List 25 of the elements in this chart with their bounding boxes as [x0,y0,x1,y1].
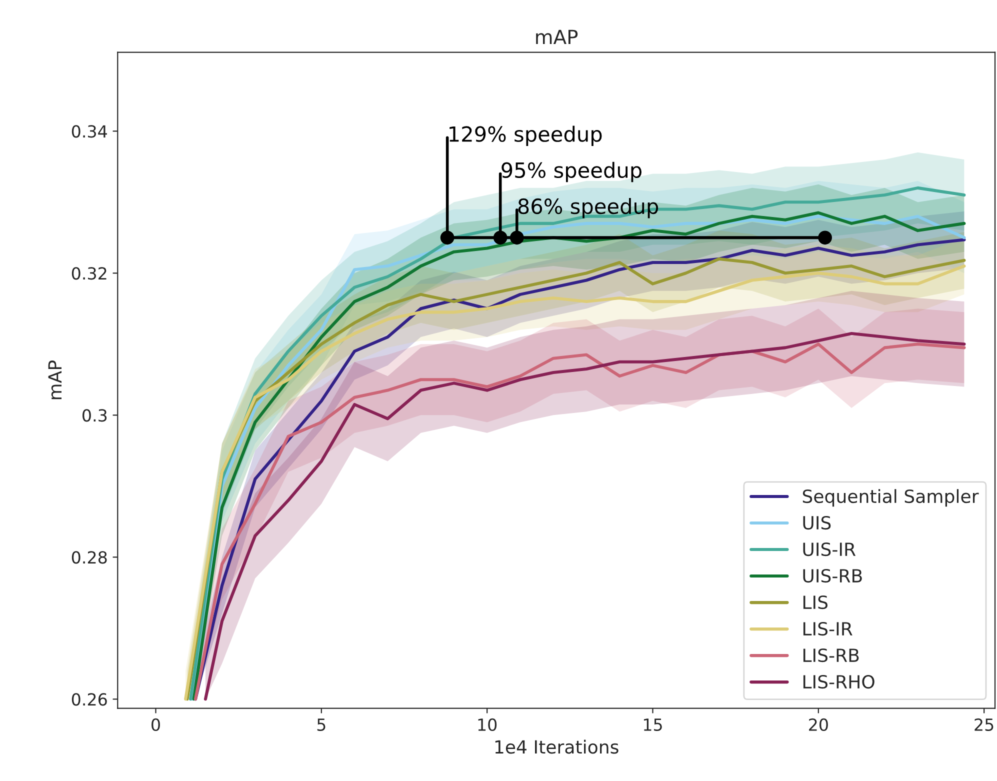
y-tick-label: 0.3 [82,409,107,422]
annotation: 86% speedup [518,198,658,218]
x-axis-title: 1e4 Iterations [495,740,618,754]
x-tick-label: 5 [317,718,326,731]
legend-label: LIS [803,595,828,610]
x-tick-label: 10 [478,718,497,731]
annotation: 95% speedup [502,162,642,182]
x-tick-label: 0 [152,718,160,731]
annotation: 129% speedup [450,126,602,146]
legend-label: LIS-RHO [803,674,874,689]
legend-label: UIS-RB [803,568,862,583]
x-tick-label: 15 [644,718,662,731]
x-tick-label: 20 [809,718,828,731]
legend-label: LIS-RB [803,648,859,662]
legend-label: UIS [803,516,831,530]
legend-label: Sequential Sampler [802,489,979,507]
y-tick-label: 0.26 [72,693,107,706]
legend-label: LIS-IR [803,622,852,636]
y-tick-label: 0.32 [72,267,106,280]
y-tick-label: 0.28 [72,551,107,564]
chart-title: mAP [536,30,578,44]
legend-label: UIS-IR [803,542,856,556]
x-tick-label: 25 [974,718,994,731]
y-axis-title: mAP [48,360,62,400]
y-tick-label: 0.34 [72,125,107,138]
